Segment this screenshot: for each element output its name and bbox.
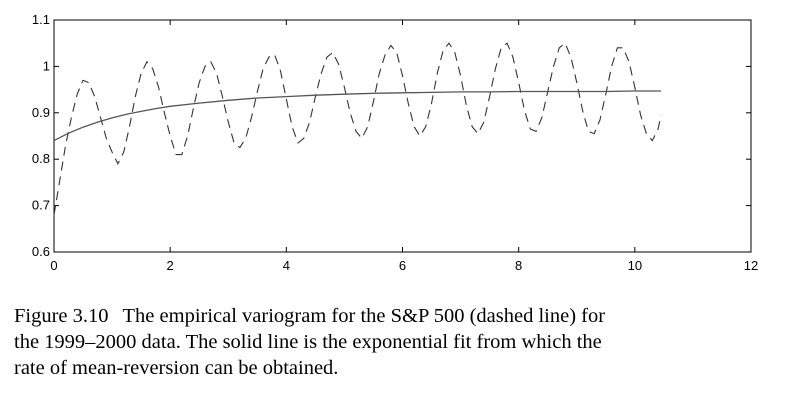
caption-line-2: the 1999–2000 data. The solid line is th… (14, 331, 602, 353)
x-tick-label: 10 (628, 258, 642, 273)
y-tick-label: 1 (43, 58, 50, 73)
y-tick-label: 0.9 (32, 105, 50, 120)
y-tick-label: 0.6 (32, 244, 50, 259)
y-tick-label: 0.7 (32, 198, 50, 213)
plot-frame (53, 19, 752, 253)
caption-line-3: rate of mean-reversion can be obtained. (14, 357, 339, 379)
x-tick-label: 6 (399, 258, 406, 273)
empirical-variogram-line (53, 42, 662, 215)
caption-line-1: Figure 3.10 The empirical variogram for t… (14, 303, 774, 329)
y-tick-label: 0.8 (32, 151, 50, 166)
variogram-chart: 0 2 4 6 8 10 12 0.6 0.7 0.8 0.9 1 1.1 (32, 12, 758, 273)
plot-area (53, 42, 662, 215)
x-tick-label: 0 (50, 258, 57, 273)
x-tick-label: 2 (167, 258, 174, 273)
axis-ticks: 0 2 4 6 8 10 12 0.6 0.7 0.8 0.9 1 1.1 (32, 12, 758, 273)
x-tick-label: 12 (744, 258, 758, 273)
caption-text: The empirical variogram for the S&P 500 … (122, 305, 606, 327)
x-tick-label: 8 (515, 258, 522, 273)
caption-figure-label: Figure 3.10 (14, 305, 109, 327)
figure-caption: Figure 3.10 The empirical variogram for t… (14, 303, 774, 381)
exponential-fit-line (53, 90, 661, 142)
x-tick-label: 4 (283, 258, 290, 273)
y-tick-label: 1.1 (32, 12, 50, 27)
